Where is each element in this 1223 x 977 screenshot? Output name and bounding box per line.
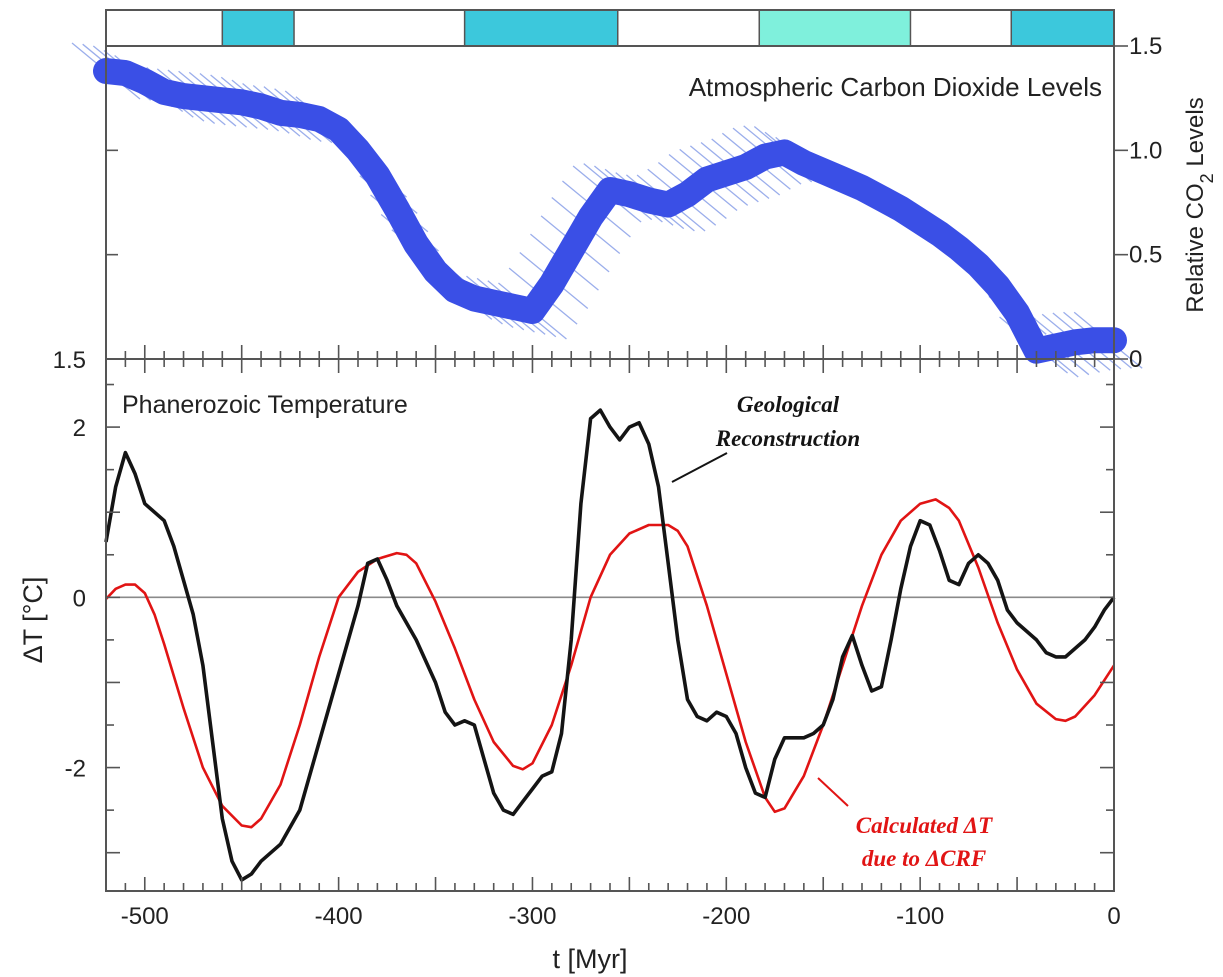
temperature-panel-title: Phanerozoic Temperature — [122, 391, 408, 419]
calculated-annotation-line2: due to ΔCRF — [862, 846, 986, 871]
glaciation-band-3 — [758, 9, 912, 47]
calculated-annotation-leader — [817, 777, 849, 807]
y-axis-label: ΔT [°C] — [18, 577, 48, 664]
calculated-annotation: Calculated ΔT due to ΔCRF — [817, 777, 993, 871]
calculated-annotation-line1: Calculated ΔT — [856, 813, 993, 838]
glaciation-band-2 — [463, 9, 619, 47]
temperature-panel: -500 -400 -300 -200 -100 0 -2 0 2 Phanerozoic T… — [18, 358, 1121, 974]
temperature-panel-frame — [105, 358, 1115, 892]
co2-y-tick-label: 0 — [1129, 346, 1142, 373]
co2-line — [93, 58, 1127, 364]
geological-annotation-line1: Geological — [737, 392, 840, 417]
co2-y-axis-label-main: Relative CO — [1182, 183, 1209, 312]
co2-panel: 0 0.5 1.0 1.5 Atmospheric Carbon Dioxide Le… — [53, 33, 1217, 378]
glaciation-band-1 — [221, 9, 295, 47]
co2-left-ticks — [106, 45, 118, 360]
co2-y-axis-label-sub: 2 — [1197, 173, 1217, 183]
temperature-y-tick-labels: -2 0 2 — [65, 415, 86, 782]
co2-y-axis-label: Relative CO2 Levels — [1182, 97, 1217, 312]
co2-panel-title: Atmospheric Carbon Dioxide Levels — [689, 72, 1102, 102]
co2-corner-label: 1.5 — [53, 347, 86, 374]
geological-annotation-line2: Reconstruction — [715, 426, 860, 451]
x-axis-label: t [Myr] — [553, 944, 628, 974]
y-tick-label: 0 — [73, 585, 86, 612]
x-tick-label: -400 — [315, 903, 363, 930]
co2-y-tick-label: 1.5 — [1129, 33, 1162, 60]
y-tick-label: -2 — [65, 756, 86, 783]
x-tick-label: 0 — [1107, 903, 1120, 930]
glaciation-band-4 — [1010, 9, 1115, 47]
calculated-temperature-line — [105, 498, 1116, 829]
glaciation-bands — [221, 9, 1115, 47]
co2-y-axis-label-tail: Levels — [1182, 97, 1209, 173]
geological-annotation: Geological Reconstruction — [671, 392, 860, 483]
y-tick-label: 2 — [73, 415, 86, 442]
x-tick-label: -100 — [896, 903, 944, 930]
co2-right-axis: 0 0.5 1.0 1.5 — [1114, 33, 1162, 373]
temperature-x-tick-labels: -500 -400 -300 -200 -100 0 — [121, 903, 1121, 930]
co2-y-tick-label: 1.0 — [1129, 137, 1162, 164]
geological-temperature-line — [104, 408, 1116, 882]
co2-y-tick-label: 0.5 — [1129, 242, 1162, 269]
temperature-ticks — [105, 383, 1115, 891]
x-tick-label: -200 — [702, 903, 750, 930]
glaciation-strip — [105, 9, 1115, 47]
x-tick-label: -500 — [121, 903, 169, 930]
x-tick-label: -300 — [508, 903, 556, 930]
geological-annotation-leader — [671, 452, 728, 483]
